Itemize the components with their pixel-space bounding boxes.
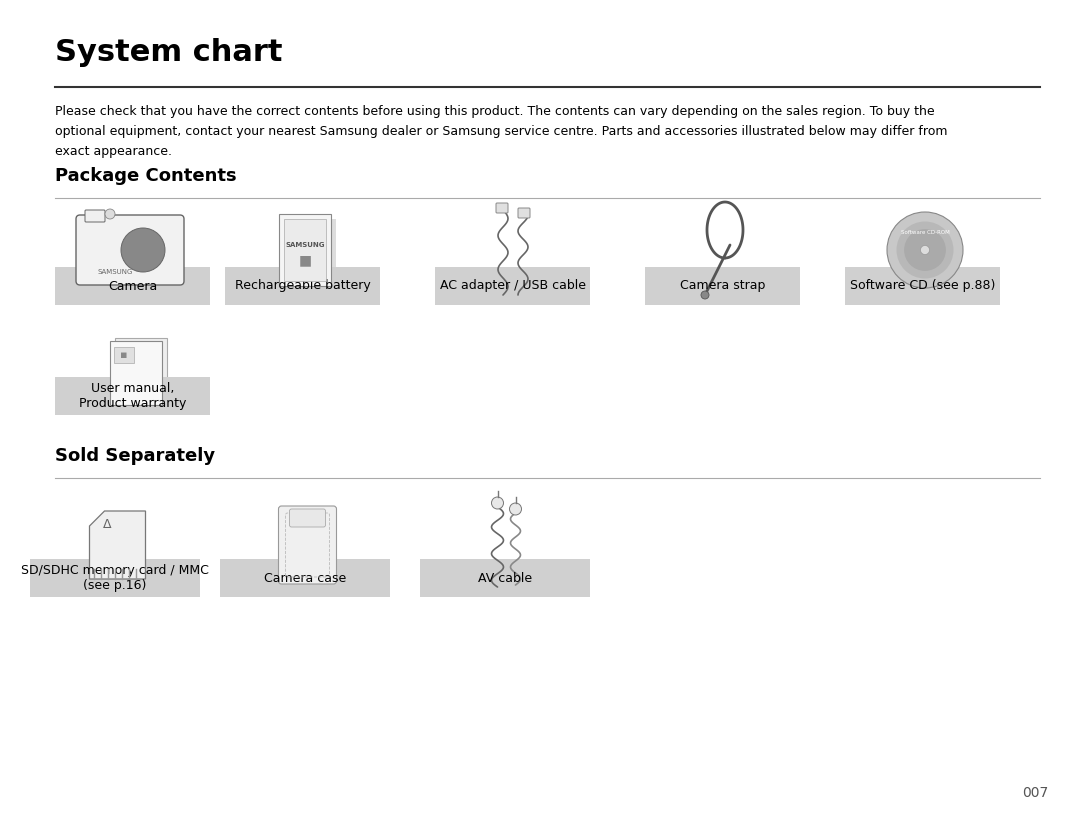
Circle shape [920,245,930,254]
Text: AC adapter / USB cable: AC adapter / USB cable [440,280,585,293]
FancyBboxPatch shape [284,219,336,291]
Text: Rechargeable battery: Rechargeable battery [234,280,370,293]
Circle shape [105,209,114,219]
Text: Camera: Camera [108,280,157,293]
Polygon shape [90,511,146,579]
Text: AV cable: AV cable [478,571,532,584]
FancyBboxPatch shape [85,210,105,222]
Circle shape [887,212,963,288]
Text: Please check that you have the correct contents before using this product. The c: Please check that you have the correct c… [55,105,947,158]
FancyBboxPatch shape [284,219,326,281]
Circle shape [121,228,165,272]
Text: Camera strap: Camera strap [679,280,766,293]
Text: ▪: ▪ [120,350,127,360]
FancyBboxPatch shape [55,377,210,415]
FancyBboxPatch shape [110,341,162,405]
Text: SAMSUNG: SAMSUNG [97,269,133,275]
FancyBboxPatch shape [279,214,330,286]
FancyBboxPatch shape [76,215,184,285]
Circle shape [491,497,503,509]
Text: SD/SDHC memory card / MMC
(see p.16): SD/SDHC memory card / MMC (see p.16) [22,564,208,592]
Text: Δ: Δ [104,518,111,531]
Text: Software CD-ROM: Software CD-ROM [901,230,949,235]
Circle shape [510,503,522,515]
FancyBboxPatch shape [645,267,800,305]
FancyBboxPatch shape [845,267,1000,305]
Text: User manual,
Product warranty: User manual, Product warranty [79,382,186,410]
FancyBboxPatch shape [518,208,530,218]
Text: System chart: System chart [55,38,283,67]
Circle shape [896,222,954,279]
FancyBboxPatch shape [114,338,167,402]
FancyBboxPatch shape [220,559,390,597]
FancyBboxPatch shape [289,509,325,527]
Text: Sold Separately: Sold Separately [55,447,215,465]
Text: SAMSUNG: SAMSUNG [285,242,325,248]
FancyBboxPatch shape [496,203,508,213]
Text: Camera case: Camera case [264,571,346,584]
Text: 007: 007 [1022,786,1048,800]
FancyBboxPatch shape [279,506,337,584]
FancyBboxPatch shape [55,267,210,305]
Text: ■: ■ [298,253,311,267]
Text: Software CD (see p.88): Software CD (see p.88) [850,280,995,293]
FancyBboxPatch shape [114,347,134,363]
FancyBboxPatch shape [435,267,590,305]
FancyBboxPatch shape [225,267,380,305]
Circle shape [904,229,946,271]
Text: Package Contents: Package Contents [55,167,237,185]
Circle shape [127,234,159,266]
Circle shape [135,242,151,258]
FancyBboxPatch shape [420,559,590,597]
FancyBboxPatch shape [30,559,200,597]
Circle shape [701,291,708,299]
